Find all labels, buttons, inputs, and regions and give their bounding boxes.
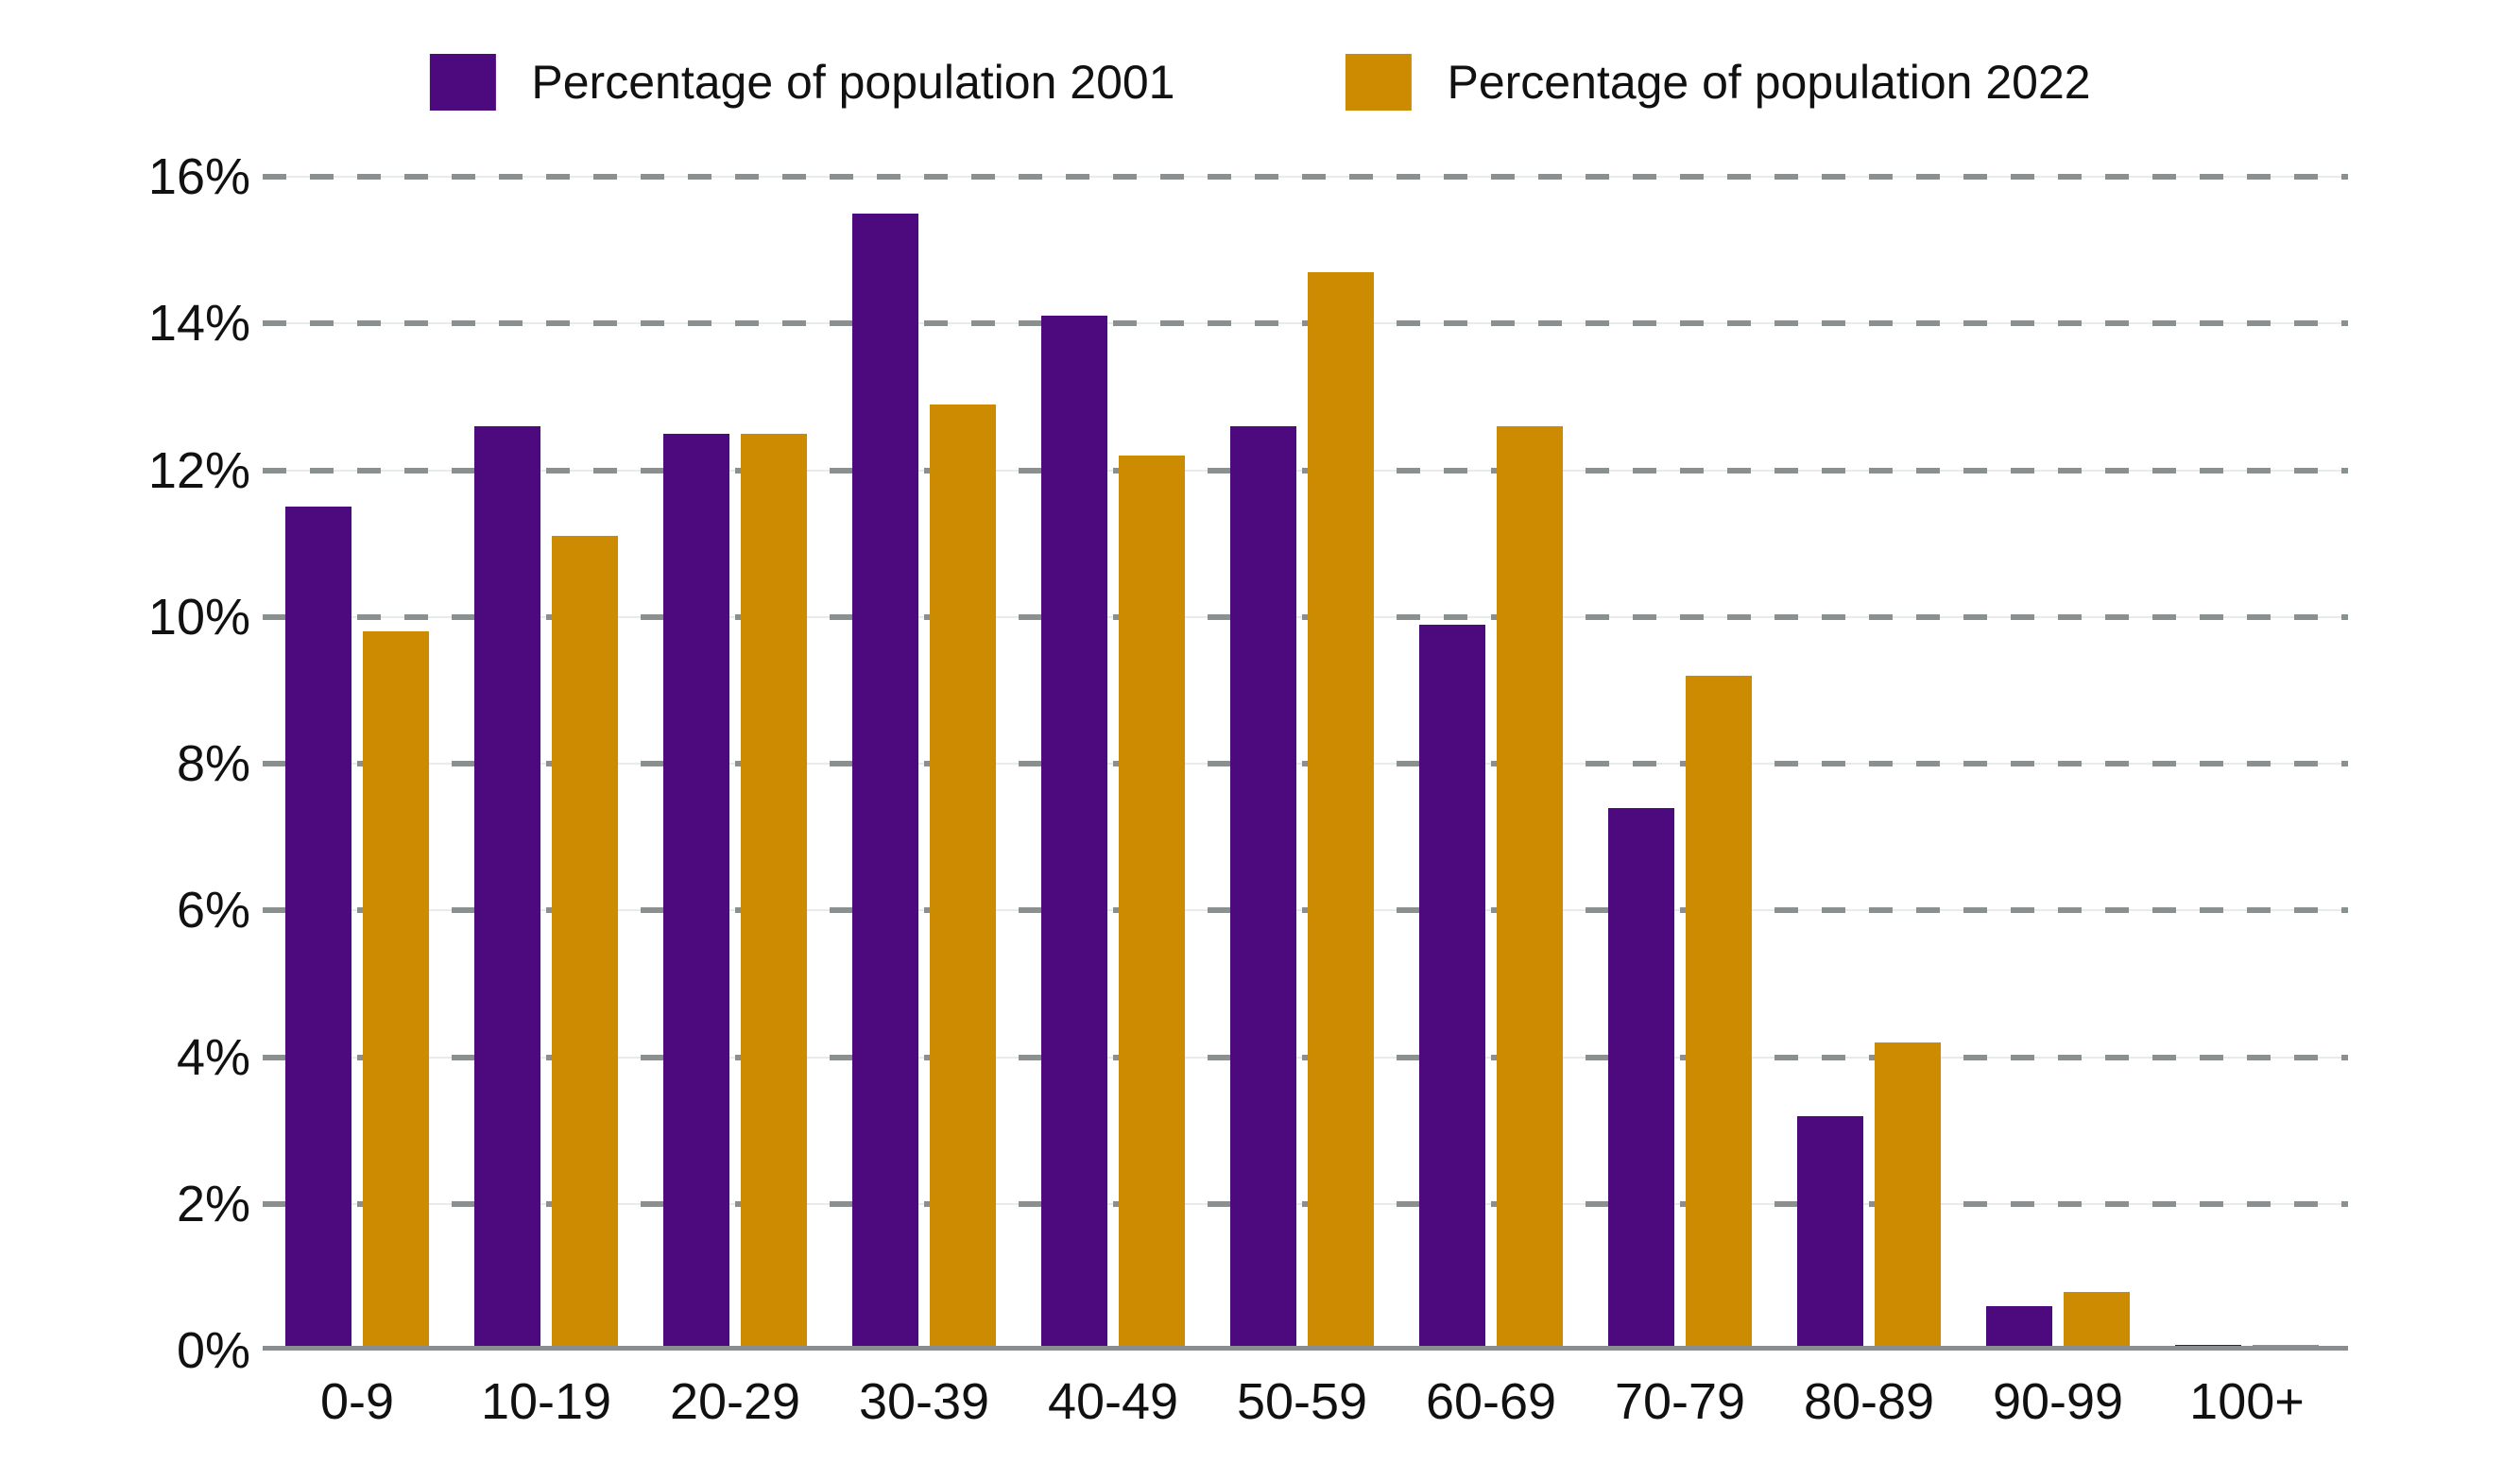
legend-label-2022: Percentage of population 2022 [1447,56,2091,109]
bar-2022 [1875,1042,1941,1351]
y-axis-label: 6% [176,882,250,939]
y-axis-label: 10% [147,588,250,646]
legend-swatch-2022-icon [1345,54,1412,111]
bar-group [1397,177,1586,1351]
gridline [263,1200,2348,1207]
bar-group [1019,177,1208,1351]
bar-2022 [930,405,996,1351]
gridline [263,761,2348,766]
x-axis-label: 10-19 [480,1373,612,1430]
gridline [263,467,2348,474]
y-axis-label: 8% [176,735,250,792]
bar-2001 [474,426,540,1351]
bar-2001 [1608,808,1674,1351]
x-axis-label: 80-89 [1803,1373,1935,1430]
x-axis-label: 40-49 [1047,1373,1179,1430]
bar-group [452,177,641,1351]
x-axis-line [263,1346,2348,1351]
gridline [263,907,2348,914]
bar-group [1963,177,2152,1351]
x-axis-label: 50-59 [1236,1373,1368,1430]
x-axis-labels: 0-9 10-19 20-29 30-39 40-49 50-59 60-69 70-79 80… [263,1369,2341,1435]
bar-2022 [552,536,618,1351]
bar-2001 [663,434,729,1351]
bar-group [830,177,1019,1351]
legend: Percentage of population 2001 Percentage… [429,54,2091,111]
y-axis-label: 12% [147,441,250,499]
bar-group [263,177,452,1351]
y-axis-label: 2% [176,1175,250,1232]
bar-2001 [1797,1116,1863,1351]
legend-item-2022: Percentage of population 2022 [1345,54,2091,111]
bar-group [1208,177,1397,1351]
legend-swatch-2001-icon [429,54,496,111]
bar-group [1586,177,1774,1351]
bar-2022 [1308,272,1374,1351]
x-axis-label: 0-9 [319,1373,395,1430]
plot-area [263,174,2348,1351]
legend-item-2001: Percentage of population 2001 [429,54,1175,111]
x-axis-label: 90-99 [1992,1373,2124,1430]
bar-2001 [1986,1306,2052,1351]
x-axis-label: 70-79 [1614,1373,1746,1430]
gridline [263,613,2348,620]
bar-2022 [2064,1292,2130,1351]
gridline [263,320,2348,327]
bar-group [2152,177,2341,1351]
y-axis-label: 4% [176,1028,250,1086]
y-axis-labels: 0% 2% 4% 6% 8% 10% 12% 14% 16% [0,0,250,1481]
x-axis-label: 20-29 [669,1373,801,1430]
x-axis-label: 100+ [2189,1373,2305,1430]
bar-2001 [852,214,918,1351]
bar-2022 [1119,456,1185,1351]
x-axis-label: 30-39 [858,1373,990,1430]
bar-group [641,177,830,1351]
bar-2022 [363,631,429,1351]
bar-group [1774,177,1963,1351]
gridline [263,174,2348,180]
bar-groups [263,177,2341,1351]
y-axis-label: 16% [147,148,250,205]
legend-label-2001: Percentage of population 2001 [531,56,1175,109]
bar-2001 [1419,625,1485,1351]
bar-2001 [285,507,351,1351]
gridline [263,1054,2348,1060]
bar-2022 [1686,676,1752,1351]
x-axis-label: 60-69 [1425,1373,1557,1430]
y-axis-label: 0% [176,1322,250,1379]
y-axis-label: 14% [147,295,250,353]
bar-2001 [1230,426,1296,1351]
bar-2001 [1041,316,1107,1351]
bar-2022 [741,434,807,1351]
bar-2022 [1497,426,1563,1351]
